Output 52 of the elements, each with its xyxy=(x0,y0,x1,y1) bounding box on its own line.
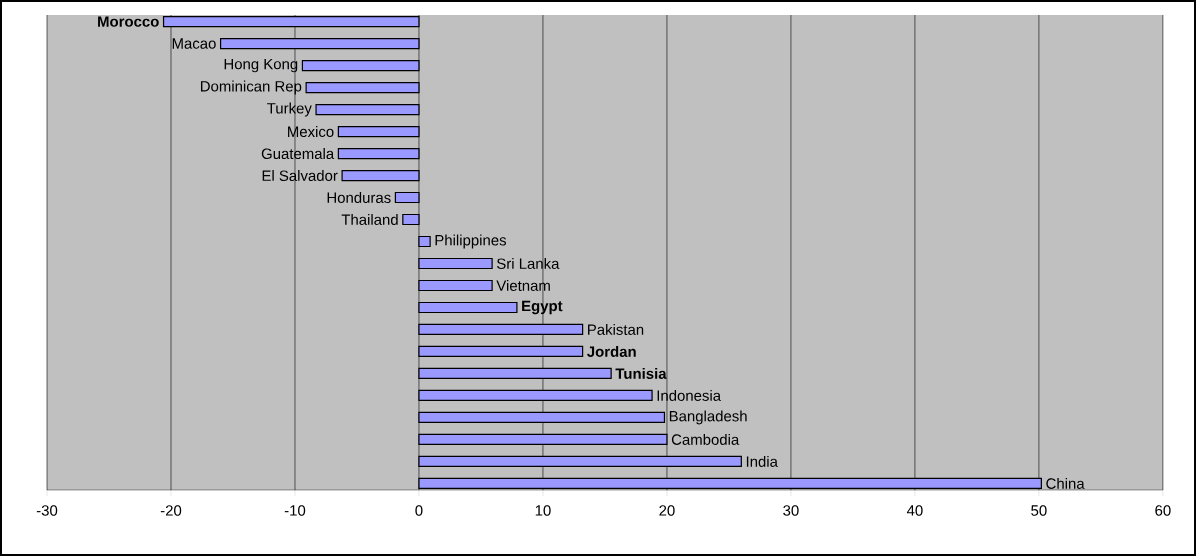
x-tick-label: 50 xyxy=(1031,505,1047,516)
bar xyxy=(219,37,420,50)
y-tick-label: Sri Lanka xyxy=(496,258,560,269)
x-tick-label: 10 xyxy=(535,505,551,516)
x-tick-label: -20 xyxy=(160,505,182,516)
y-tick-label: Tunisia xyxy=(615,367,667,379)
bar xyxy=(402,213,420,226)
bar xyxy=(337,147,420,160)
x-tick-label: 0 xyxy=(415,505,423,516)
bar xyxy=(301,59,420,72)
bar xyxy=(418,455,742,468)
y-tick-label: Indonesia xyxy=(657,389,722,401)
y-tick-label: Thailand xyxy=(341,214,398,225)
x-tick-label: 40 xyxy=(906,505,923,516)
y-tick-label: Turkey xyxy=(267,102,312,117)
x-tick-label: 60 xyxy=(1155,505,1171,516)
y-tick-label: Bangladesh xyxy=(669,410,747,425)
x-tick-label: -10 xyxy=(284,505,306,516)
bar xyxy=(315,103,420,116)
bar xyxy=(418,433,668,446)
bar xyxy=(418,323,584,336)
y-tick-label: Mexico xyxy=(288,126,334,138)
y-tick-label: El Salvador xyxy=(262,170,338,182)
x-tick-label: -30 xyxy=(36,505,58,516)
bar xyxy=(418,279,493,292)
y-tick-label: Egypt xyxy=(522,300,563,315)
bar xyxy=(418,345,584,358)
bar xyxy=(418,235,431,248)
x-tick-label: 20 xyxy=(659,505,675,516)
bar xyxy=(418,257,493,270)
x-tick-label: 30 xyxy=(783,505,799,516)
bar xyxy=(418,367,612,380)
bar xyxy=(418,301,518,314)
y-tick-label: Guatemala xyxy=(261,148,335,160)
bar xyxy=(305,81,420,94)
y-tick-label: Honduras xyxy=(327,192,391,203)
bar xyxy=(418,411,666,424)
y-tick-label: Vietnam xyxy=(496,280,550,291)
y-tick-label: Philippines xyxy=(435,234,507,249)
bar xyxy=(337,125,420,138)
y-tick-label: China xyxy=(1046,477,1085,489)
y-tick-label: Morocco xyxy=(98,16,159,27)
y-tick-label: Pakistan xyxy=(588,323,644,335)
y-tick-label: Jordan xyxy=(587,345,636,357)
y-tick-label: India xyxy=(746,455,778,467)
y-tick-label: Dominican Rep xyxy=(200,80,302,95)
bar xyxy=(418,389,653,402)
bar xyxy=(394,191,420,204)
y-tick-label: Cambodia xyxy=(671,433,740,445)
y-tick-label: Macao xyxy=(172,38,216,49)
bar xyxy=(341,169,420,182)
y-tick-label: Hong Kong xyxy=(224,58,298,73)
